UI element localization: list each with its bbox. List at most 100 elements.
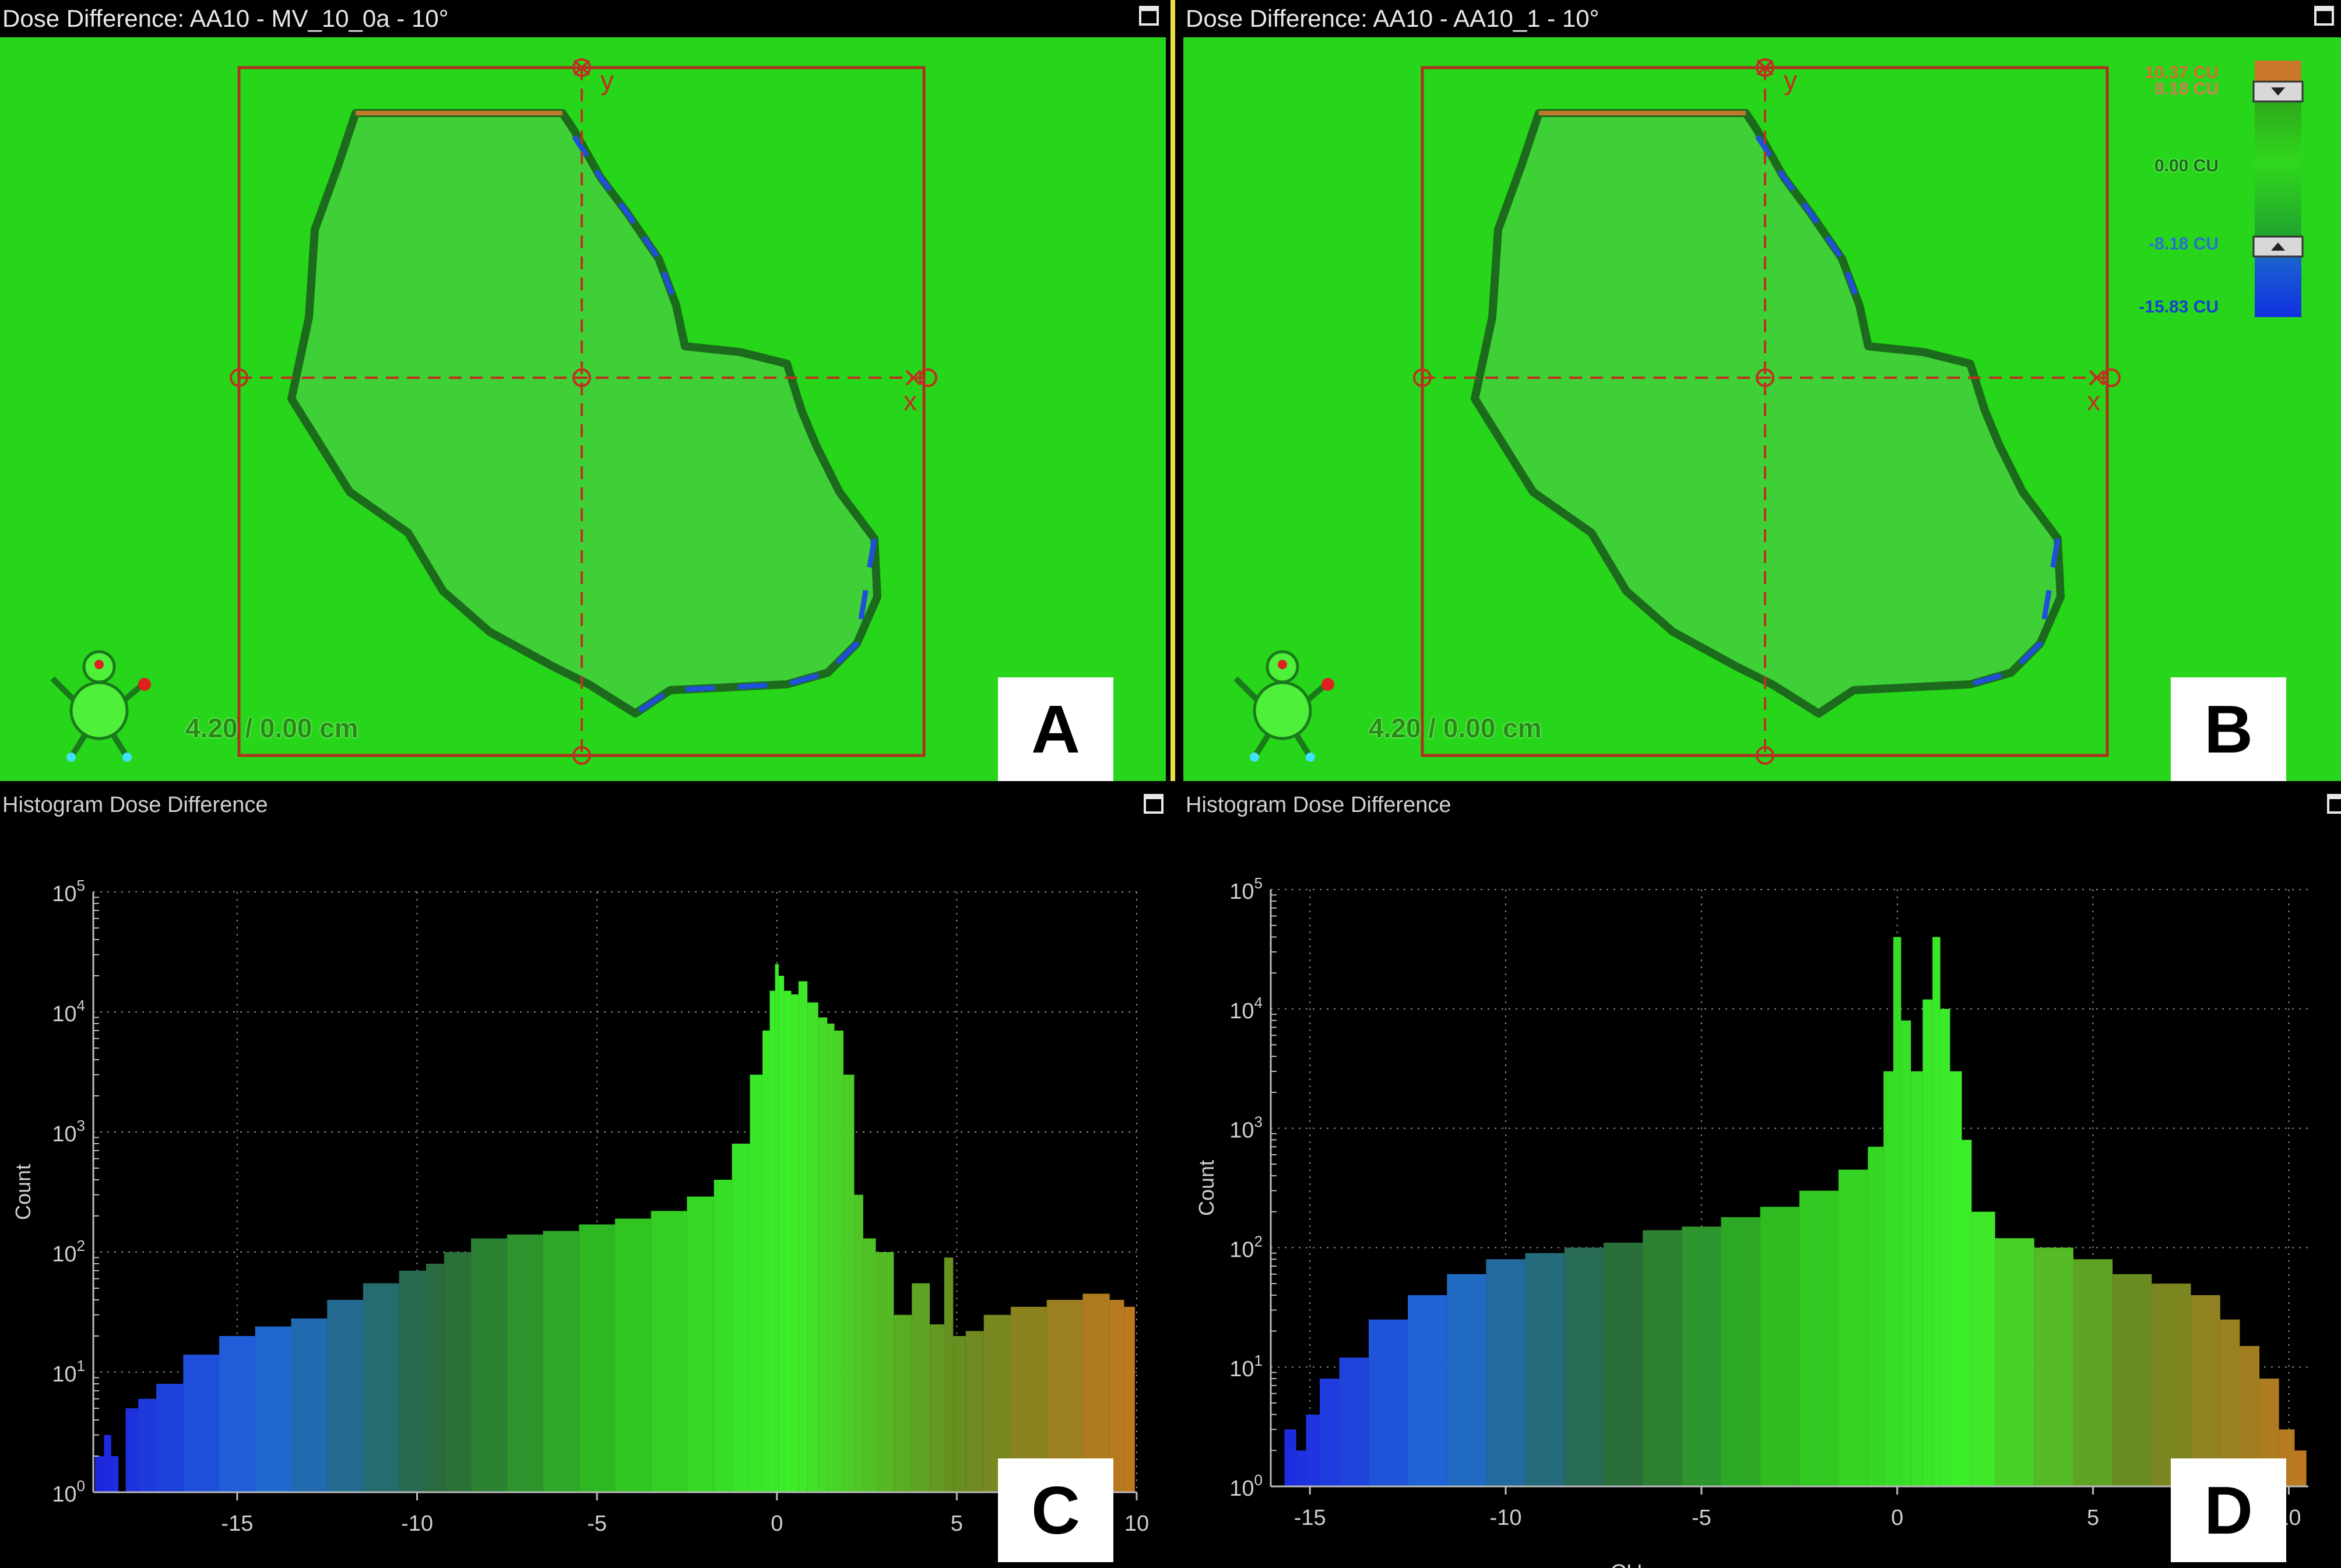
histogram-bar [912, 1283, 930, 1492]
histogram-panel-c: Histogram Dose Difference -15 -10 -5 0 5 10 10… [0, 785, 1170, 1568]
x-tick-label: 5 [951, 1511, 963, 1536]
x-tick-label: 10 [1124, 1511, 1149, 1536]
histogram-bar [291, 1318, 328, 1492]
y-tick-label: 104 [1229, 994, 1263, 1024]
dose-panel-a: Dose Difference: AA10 - MV_10_0a - 10° y… [0, 0, 1166, 781]
histogram-bar [930, 1324, 944, 1492]
y-tick-label: 102 [1229, 1232, 1263, 1262]
panel-label-c: C [998, 1458, 1113, 1562]
x-tick-label: 0 [1891, 1506, 1903, 1530]
histogram-bar [1408, 1295, 1447, 1486]
histogram-bar [2112, 1274, 2152, 1486]
panel-label-a: A [998, 677, 1113, 781]
y-tick-label: 103 [52, 1117, 85, 1147]
histogram-bar [543, 1231, 579, 1492]
y-handle-bottom[interactable] [572, 746, 591, 765]
isocenter-handle[interactable] [572, 368, 591, 387]
histogram-bar [1603, 1242, 1643, 1486]
x-handle-left[interactable] [230, 368, 248, 387]
histogram-bar [944, 1257, 954, 1492]
histogram-bar [750, 1074, 763, 1492]
y-handle-top[interactable] [1756, 58, 1774, 77]
upper-threshold-slider[interactable] [2252, 80, 2304, 103]
histogram-bar [471, 1238, 507, 1492]
histogram-bar [1932, 937, 1941, 1486]
structure-contour [287, 109, 881, 718]
histogram-bar [818, 1017, 828, 1492]
x-tick-label: -5 [587, 1511, 607, 1536]
histogram-bar [1368, 1319, 1408, 1486]
structure-contour [1471, 109, 2065, 718]
histogram-bar [363, 1283, 399, 1492]
histogram-bar [1721, 1217, 1760, 1486]
histogram-bar [183, 1354, 220, 1492]
histogram-bar [95, 1456, 104, 1492]
histogram-bar [834, 1030, 843, 1492]
histogram-bar [111, 1456, 119, 1492]
histogram-bar [1486, 1259, 1525, 1486]
y-axis-label: Count [11, 1164, 35, 1220]
active-panel-border [1170, 0, 1175, 781]
panel-c-title: Histogram Dose Difference [0, 785, 1170, 825]
x-handle-right[interactable] [2102, 368, 2121, 387]
histogram-bar [615, 1218, 651, 1492]
maximize-icon[interactable] [2314, 6, 2334, 26]
panel-label-b: B [2171, 677, 2286, 781]
histogram-bar [778, 975, 785, 1492]
y-axis-label: y [600, 65, 614, 96]
maximize-icon[interactable] [1139, 6, 1159, 26]
histogram-bar [2073, 1259, 2113, 1486]
right-cold-edge [1755, 135, 1862, 307]
histogram-bar [1760, 1207, 1799, 1486]
colorbar-min-label: -15.83 CU [2139, 297, 2219, 317]
lower-threshold-slider[interactable] [2252, 235, 2304, 258]
histogram-bar [1901, 1020, 1911, 1486]
histogram-bar [1911, 1071, 1923, 1486]
patient-orientation-icon [50, 650, 151, 762]
y-handle-top[interactable] [572, 58, 591, 77]
bottom-cold-edge [634, 538, 877, 716]
histogram-bar [854, 1194, 863, 1492]
histogram-bar [1995, 1238, 2034, 1486]
histogram-bar [1950, 1071, 1962, 1486]
histogram-bar [965, 1331, 984, 1492]
x-tick-label: -10 [1490, 1506, 1522, 1530]
x-tick-label: -15 [221, 1511, 253, 1536]
histogram-bar [1838, 1169, 1868, 1486]
y-tick-label: 104 [52, 997, 85, 1026]
histogram-bar [791, 994, 799, 1492]
panel-b-title: Dose Difference: AA10 - AA10_1 - 10° [1183, 0, 2341, 37]
right-cold-edge [572, 135, 679, 307]
x-tick-label: -5 [1692, 1506, 1711, 1530]
histogram-bar [1893, 937, 1901, 1486]
x-handle-left[interactable] [1413, 368, 1432, 387]
x-axis-label: CU [436, 1566, 468, 1568]
maximize-icon[interactable] [1144, 794, 1164, 814]
histogram-bar [1799, 1190, 1839, 1486]
patient-orientation-icon [1233, 650, 1334, 762]
panel-a-title: Dose Difference: AA10 - MV_10_0a - 10° [0, 0, 1166, 37]
dose-map-b: y x [1233, 58, 2304, 765]
histogram-bar [1868, 1147, 1884, 1486]
histogram-bar [327, 1299, 363, 1492]
y-handle-bottom[interactable] [1756, 746, 1774, 765]
depth-readout-a: 4.20 / 0.00 cm [185, 713, 358, 743]
histogram-bar [863, 1238, 876, 1492]
y-tick-label: 102 [52, 1237, 85, 1267]
histogram-bar [1922, 999, 1933, 1486]
histogram-bar [1564, 1247, 1604, 1486]
histogram-bar [775, 964, 779, 1492]
histogram-bar [732, 1143, 750, 1492]
histogram-chart-c: -15 -10 -5 0 5 10 100 101 102 103 104 105 CU Count [11, 877, 1149, 1568]
histogram-bar [1339, 1357, 1369, 1486]
x-tick-label: -10 [401, 1511, 433, 1536]
x-handle-right[interactable] [919, 368, 937, 387]
histogram-bar [798, 981, 808, 1492]
maximize-icon[interactable] [2327, 794, 2341, 814]
histogram-bar [426, 1263, 444, 1492]
histogram-bar [784, 990, 792, 1492]
histogram-bar [104, 1435, 111, 1492]
dose-map-a: y x [50, 58, 937, 765]
dose-colorbar [2255, 61, 2301, 317]
isocenter-handle[interactable] [1756, 368, 1774, 387]
